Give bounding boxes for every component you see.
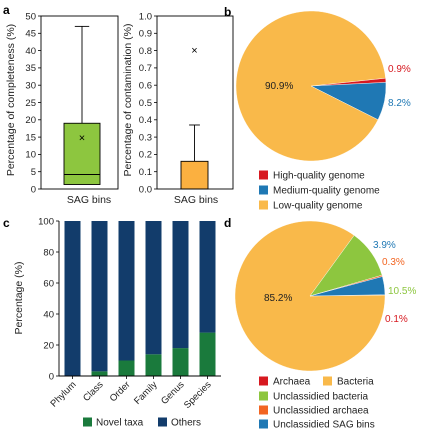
bar-segment: [145, 354, 162, 376]
panel-label-d: d: [224, 216, 231, 230]
bar-segment: [172, 348, 189, 376]
x-tick-label: Family: [132, 379, 160, 407]
legend-label: Unclassidied bacteria: [273, 392, 368, 403]
bar-segment: [91, 371, 108, 376]
percentage-y-axis-title: Percentage (%): [13, 262, 25, 335]
y-tick-label: 0.8: [139, 46, 152, 57]
legend-label: Medium-quality genome: [273, 186, 380, 197]
y-tick-label: 15: [25, 132, 36, 143]
legend-swatch: [259, 185, 268, 195]
y-tick-label: 10: [25, 150, 36, 161]
legend-label: Others: [171, 418, 201, 429]
completeness-y-axis-title: Percentage of completeness (%): [5, 24, 17, 176]
legend-swatch: [259, 200, 268, 210]
panel-label-c: c: [3, 216, 10, 230]
pie-slice-label: 85.2%: [264, 293, 292, 304]
legend-swatch: [259, 376, 268, 386]
pie-slice-label: 0.3%: [382, 257, 405, 268]
y-tick-label: 25: [25, 98, 36, 109]
taxonomy-pie: 0.1% 85.2% 10.5% 0.3% 3.9%: [234, 220, 416, 372]
x-tick-label: Species: [182, 379, 214, 411]
legend-swatch: [259, 391, 268, 401]
novel-taxa-stacked-bar: Percentage (%) 0 20 40 60 80 100 Phylum Class Or…: [13, 216, 221, 411]
taxonomy-legend: Archaea Bacteria Unclassidied bacteria Uncl…: [259, 376, 375, 431]
bar-segment: [118, 360, 135, 376]
y-tick-label: 0: [31, 184, 36, 195]
box: [180, 160, 209, 190]
bar-segment: [91, 221, 108, 372]
legend-swatch: [83, 417, 92, 427]
y-tick-label: 80: [43, 247, 54, 258]
contamination-x-axis-label: SAG bins: [174, 194, 218, 206]
pie-slice: [309, 276, 386, 297]
panel-label-b: b: [224, 5, 231, 19]
legend-label: Bacteria: [337, 377, 374, 388]
bar-segment: [172, 221, 189, 349]
x-tick-label: Order: [108, 379, 133, 404]
completeness-x-axis-label: SAG bins: [67, 194, 111, 206]
mean-marker: ×: [79, 133, 85, 145]
pie-slice-label: 3.9%: [373, 240, 396, 251]
y-tick-label: 0.2: [139, 150, 152, 161]
x-tick-label: Class: [81, 379, 106, 404]
y-tick-label: 0.7: [139, 63, 152, 74]
completeness-boxplot: Percentage of completeness (%) SAG bins …: [5, 11, 119, 206]
novel-taxa-legend: Novel taxa Others: [83, 417, 201, 429]
pie-slice-label: 90.9%: [265, 81, 293, 92]
legend-label: Unclassidied archaea: [273, 406, 369, 417]
bar-segment: [118, 221, 135, 361]
pie-slice-label: 10.5%: [388, 286, 416, 297]
genome-quality-legend: High-quality genome Medium-quality genome…: [259, 170, 380, 212]
legend-swatch: [259, 170, 268, 180]
legend-swatch: [259, 405, 268, 415]
y-tick-label: 0.6: [139, 81, 152, 92]
bar-segment: [145, 221, 162, 355]
bar-segment: [199, 332, 216, 376]
y-tick-label: 1.0: [139, 11, 152, 22]
y-tick-label: 50: [25, 11, 36, 22]
pie-slice-label: 0.9%: [388, 64, 411, 75]
pie-slice: [235, 10, 386, 162]
y-tick-label: 60: [43, 278, 54, 289]
genome-quality-pie: 0.9% 8.2% 90.9%: [235, 10, 411, 162]
y-tick-label: 0.3: [139, 132, 152, 143]
legend-label: Low-quality genome: [273, 201, 363, 212]
legend-label: Unclassidied SAG bins: [273, 420, 375, 431]
y-tick-label: 20: [43, 340, 54, 351]
y-tick-label: 45: [25, 29, 36, 40]
y-tick-label: 0.4: [139, 115, 152, 126]
outlier-marker: ×: [191, 45, 197, 57]
legend-label: High-quality genome: [273, 171, 365, 182]
y-tick-label: 35: [25, 63, 36, 74]
legend-swatch: [323, 376, 332, 386]
pie-slice-label: 0.1%: [385, 314, 408, 325]
contamination-y-axis-title: Percentage of contamination (%): [122, 24, 134, 177]
y-tick-label: 0: [49, 371, 54, 382]
bar-segment: [64, 221, 81, 376]
y-tick-label: 0.5: [139, 98, 152, 109]
legend-label: Archaea: [273, 377, 311, 388]
pie-slice-label: 8.2%: [388, 98, 411, 109]
legend-swatch: [259, 419, 268, 429]
legend-label: Novel taxa: [96, 418, 144, 429]
x-tick-label: Phylum: [48, 379, 78, 409]
bar-segment: [199, 221, 216, 333]
y-tick-label: 20: [25, 115, 36, 126]
y-tick-label: 30: [25, 81, 36, 92]
legend-swatch: [158, 417, 167, 427]
contamination-boxplot: Percentage of contamination (%) SAG bins…: [122, 11, 234, 206]
y-tick-label: 5: [31, 167, 36, 178]
y-tick-label: 40: [25, 46, 36, 57]
y-tick-label: 100: [38, 216, 54, 227]
y-tick-label: 0.0: [139, 184, 152, 195]
panel-label-a: a: [3, 3, 10, 17]
y-tick-label: 0.1: [139, 167, 152, 178]
y-tick-label: 40: [43, 309, 54, 320]
y-tick-label: 0.9: [139, 29, 152, 40]
